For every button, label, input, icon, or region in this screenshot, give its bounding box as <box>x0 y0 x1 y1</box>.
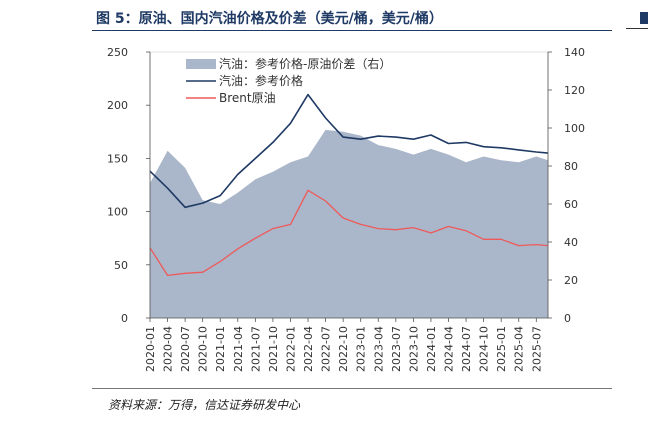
figure-title: 图 5：原油、国内汽油价格及价差（美元/桶，美元/桶） <box>96 11 443 27</box>
left-axis-tick-label: 200 <box>107 99 128 112</box>
title-rule <box>92 30 612 31</box>
x-axis-tick-label: 2024-10 <box>478 326 491 372</box>
right-axis-tick-label: 40 <box>564 236 578 249</box>
x-axis-tick-label: 2025-01 <box>495 326 508 372</box>
x-axis-tick-label: 2023-01 <box>355 326 368 372</box>
left-axis-tick-label: 0 <box>121 312 128 325</box>
legend-swatch-spread <box>186 59 216 69</box>
legend-label: 汽油：参考价格 <box>219 73 303 88</box>
x-axis-tick-label: 2020-07 <box>179 326 192 372</box>
x-axis-tick-label: 2020-01 <box>144 326 157 372</box>
right-axis-tick-label: 140 <box>564 46 585 59</box>
left-axis-tick-label: 100 <box>107 206 128 219</box>
left-axis-tick-label: 250 <box>107 46 128 59</box>
x-axis-tick-label: 2025-04 <box>513 326 526 372</box>
source-note: 资料来源：万得，信达证券研发中心 <box>108 398 301 412</box>
x-axis-tick-label: 2021-07 <box>249 326 262 372</box>
x-axis-tick-label: 2022-07 <box>320 326 333 372</box>
left-axis-tick-label: 150 <box>107 152 128 165</box>
x-axis-tick-label: 2025-07 <box>530 326 543 372</box>
brent-crude-line <box>149 189 549 277</box>
right-axis-tick-label: 0 <box>564 312 571 325</box>
x-axis-tick-label: 2024-01 <box>425 326 438 372</box>
right-axis-tick-label: 100 <box>564 122 585 135</box>
spread-area-series <box>150 129 548 318</box>
x-axis-tick-label: 2023-04 <box>372 326 385 372</box>
x-axis-tick-label: 2022-04 <box>302 326 315 372</box>
legend-label: Brent原油 <box>219 91 276 105</box>
legend-label: 汽油：参考价格-原油价差（右） <box>219 56 391 71</box>
x-axis-tick-label: 2020-10 <box>197 326 210 372</box>
bottom-rule <box>92 388 612 389</box>
x-axis-tick-label: 2021-04 <box>232 326 245 372</box>
x-axis-tick-label: 2024-07 <box>460 326 473 372</box>
legend-layer: 汽油：参考价格-原油价差（右） 汽油：参考价格 Brent原油 <box>186 56 391 105</box>
right-axis-tick-label: 20 <box>564 274 578 287</box>
axis-layer: 0 50 100 150 200 250 0 20 40 60 80 100 120 140 2020-01… <box>107 46 585 372</box>
x-axis-tick-label: 2020-04 <box>162 326 175 372</box>
x-axis-tick-label: 2022-10 <box>337 326 350 372</box>
left-axis-tick-label: 50 <box>114 259 128 272</box>
x-axis-tick-label: 2023-07 <box>390 326 403 372</box>
right-axis-tick-label: 80 <box>564 160 578 173</box>
x-axis-tick-label: 2021-01 <box>214 326 227 372</box>
right-axis-tick-label: 60 <box>564 198 578 211</box>
plot-layer <box>149 51 549 319</box>
x-axis-tick-label: 2021-10 <box>267 326 280 372</box>
x-axis-tick-label: 2022-01 <box>284 326 297 372</box>
gasoline-price-line <box>149 93 549 209</box>
x-axis-tick-label: 2023-10 <box>407 326 420 372</box>
adjacent-figure-marker <box>626 10 648 29</box>
x-axis-tick-label: 2024-04 <box>443 326 456 372</box>
right-axis-tick-label: 120 <box>564 84 585 97</box>
